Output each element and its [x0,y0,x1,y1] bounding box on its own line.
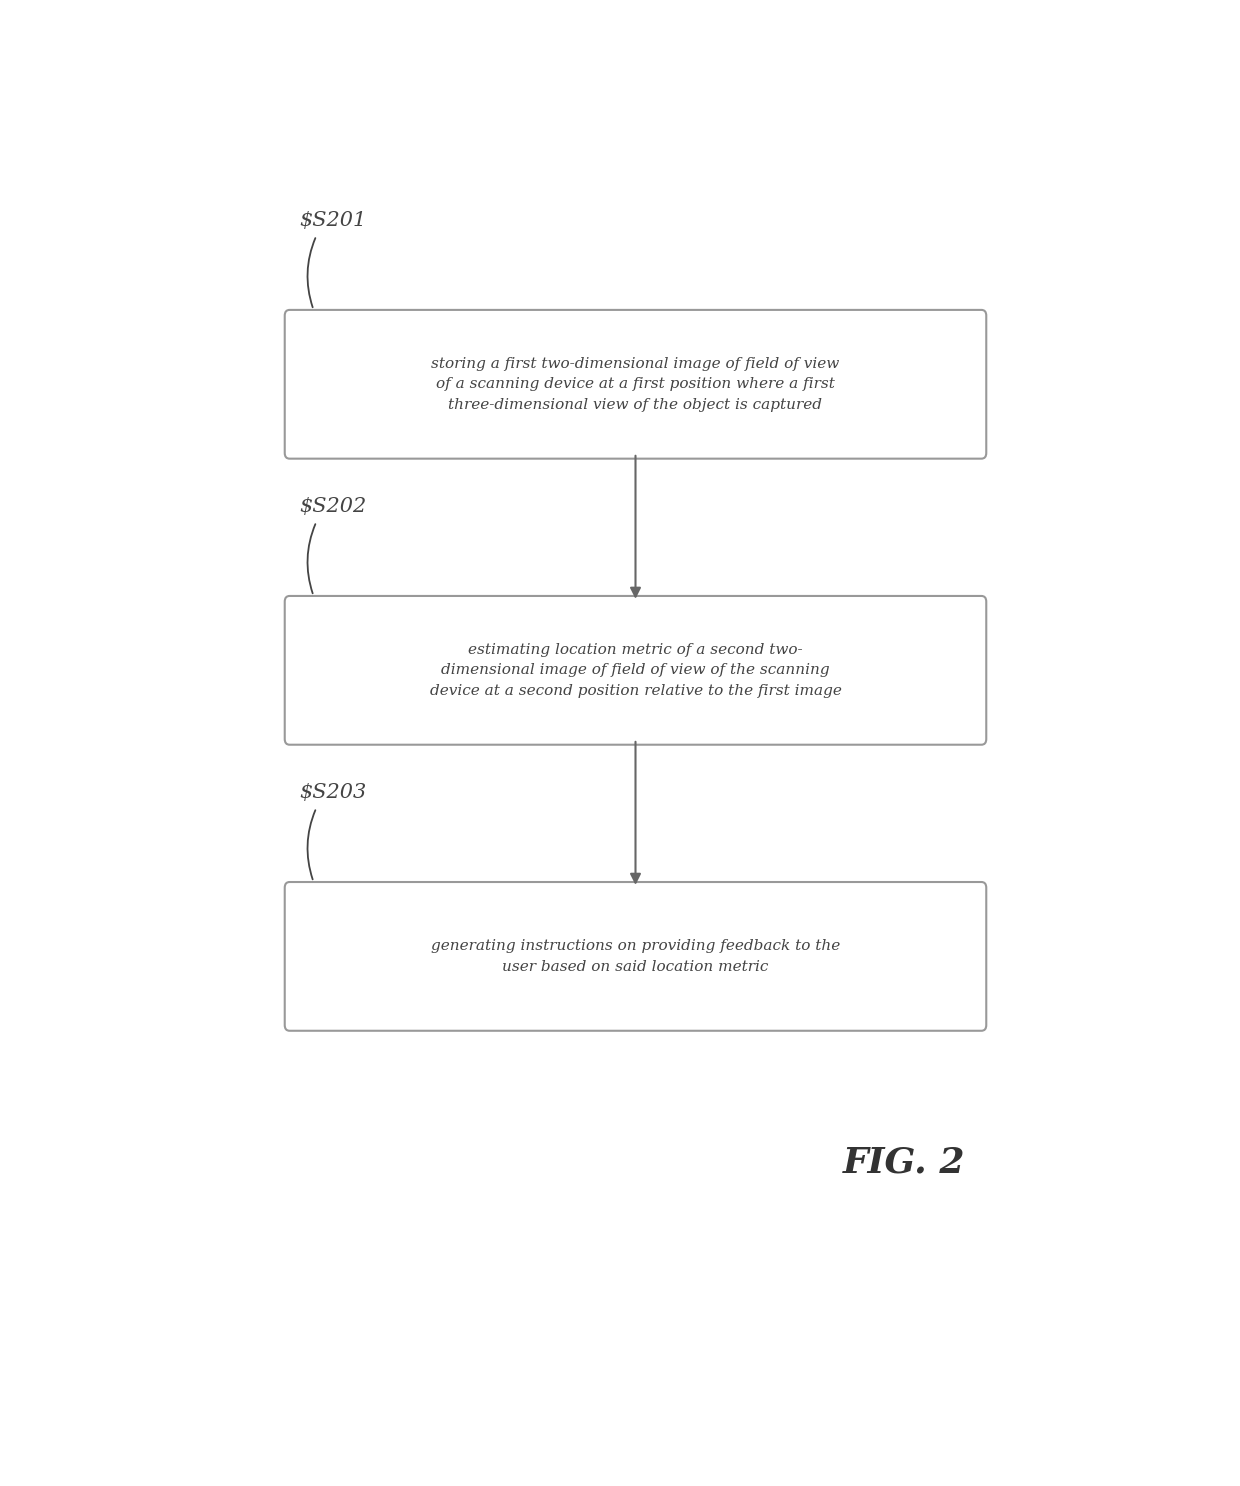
Text: generating instructions on providing feedback to the
user based on said location: generating instructions on providing fee… [430,939,841,973]
Text: FIG. 2: FIG. 2 [843,1146,966,1180]
Text: $S201: $S201 [299,211,366,230]
FancyBboxPatch shape [285,883,986,1031]
Text: estimating location metric of a second two-
dimensional image of field of view o: estimating location metric of a second t… [429,643,842,698]
FancyBboxPatch shape [285,311,986,459]
FancyBboxPatch shape [285,596,986,744]
Text: storing a first two-dimensional image of field of view
of a scanning device at a: storing a first two-dimensional image of… [432,357,839,412]
Text: $S202: $S202 [299,496,366,516]
Text: $S203: $S203 [299,783,366,802]
